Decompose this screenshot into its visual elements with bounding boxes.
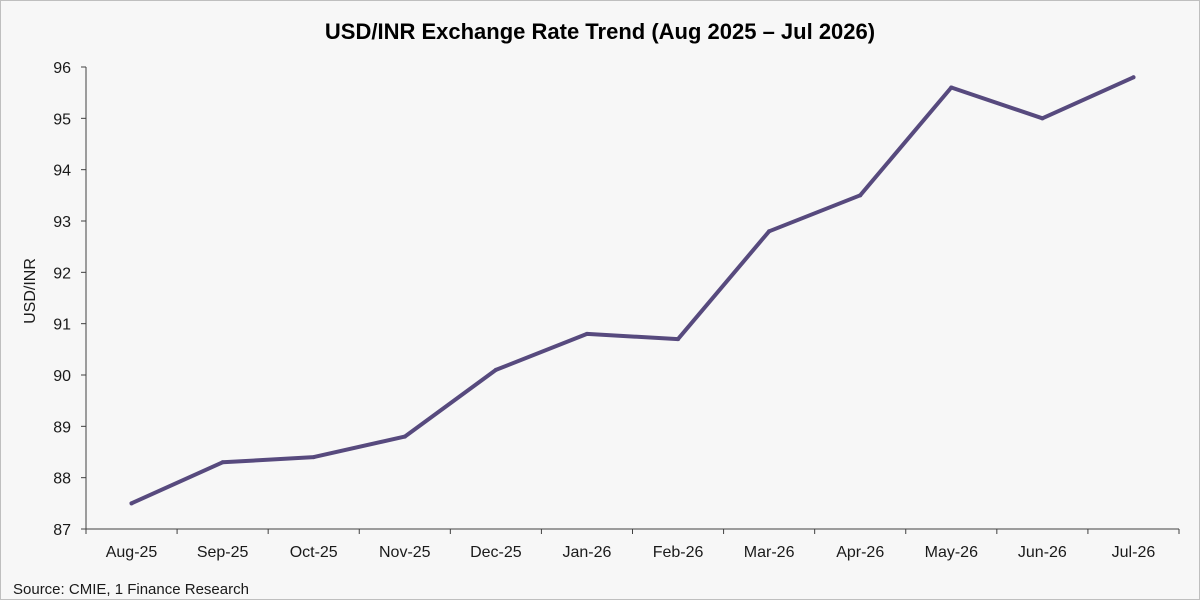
data-point bbox=[676, 337, 681, 342]
y-tick-label: 95 bbox=[53, 111, 71, 128]
y-axis-label: USD/INR bbox=[22, 258, 39, 324]
data-point bbox=[129, 501, 134, 506]
series-line bbox=[129, 75, 1136, 506]
x-tick-label: Jan-26 bbox=[562, 544, 611, 561]
y-tick-label: 88 bbox=[53, 471, 71, 488]
x-tick-label: Dec-25 bbox=[470, 544, 522, 561]
data-point bbox=[1131, 75, 1136, 80]
x-tick-label: Oct-25 bbox=[290, 544, 338, 561]
x-tick-label: Mar-26 bbox=[744, 544, 795, 561]
data-point bbox=[1040, 116, 1045, 121]
x-tick-label: Jul-26 bbox=[1112, 544, 1156, 561]
chart-title: USD/INR Exchange Rate Trend (Aug 2025 – … bbox=[325, 19, 875, 44]
y-tick-label: 94 bbox=[53, 163, 71, 180]
y-tick-label: 87 bbox=[53, 522, 71, 539]
data-point bbox=[402, 434, 407, 439]
series-group bbox=[129, 75, 1136, 506]
data-point bbox=[584, 331, 589, 336]
x-tick-label: May-26 bbox=[925, 544, 978, 561]
source-note: Source: CMIE, 1 Finance Research bbox=[13, 581, 249, 598]
x-tick-label: Jun-26 bbox=[1018, 544, 1067, 561]
data-point bbox=[311, 455, 316, 460]
y-tick-label: 89 bbox=[53, 419, 71, 436]
data-point bbox=[949, 85, 954, 90]
x-tick-label: Sep-25 bbox=[197, 544, 249, 561]
x-ticks: Aug-25 Sep-25 Oct-25 Nov-25 Dec-25 Jan-26 Feb-… bbox=[85, 529, 1180, 561]
y-tick-label: 93 bbox=[53, 214, 71, 231]
data-point bbox=[767, 229, 772, 234]
x-tick-label: Apr-26 bbox=[836, 544, 884, 561]
y-tick-label: 91 bbox=[53, 317, 71, 334]
data-point bbox=[220, 460, 225, 465]
y-tick-label: 96 bbox=[53, 60, 71, 77]
x-tick-label: Aug-25 bbox=[106, 544, 158, 561]
y-ticks: 87 88 89 90 91 92 93 94 95 96 bbox=[53, 60, 86, 539]
x-tick-label: Nov-25 bbox=[379, 544, 431, 561]
data-point bbox=[493, 367, 498, 372]
data-point bbox=[858, 193, 863, 198]
y-tick-label: 92 bbox=[53, 265, 71, 282]
y-tick-label: 90 bbox=[53, 368, 71, 385]
x-tick-label: Feb-26 bbox=[653, 544, 704, 561]
